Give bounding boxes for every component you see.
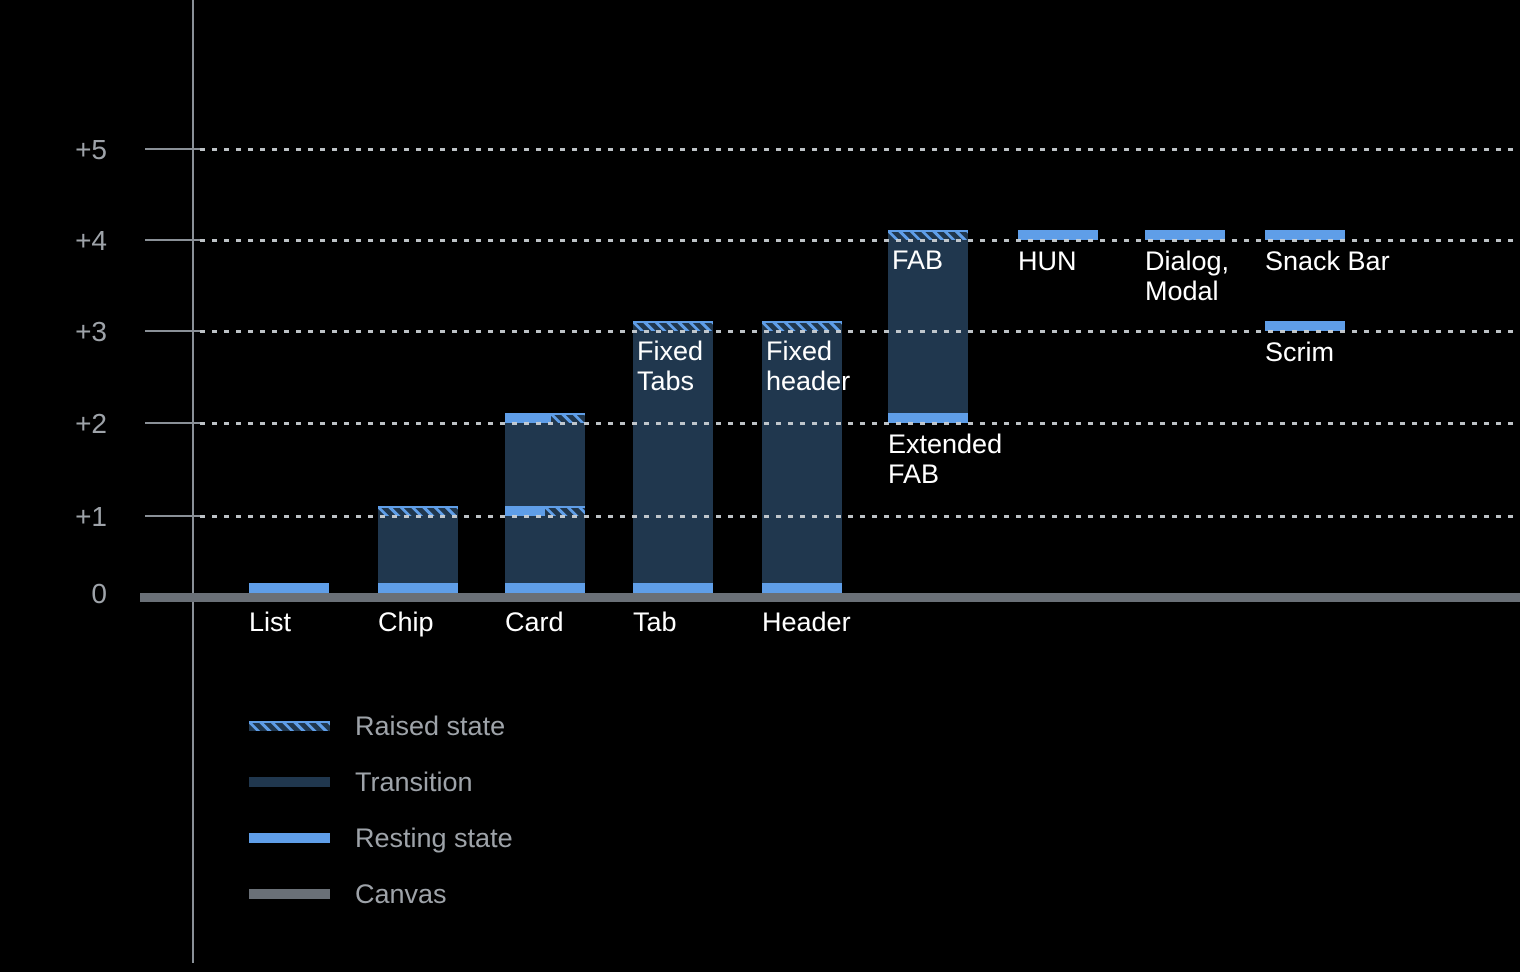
canvas-line: [140, 593, 1520, 602]
bar-list-resting-band: [249, 583, 329, 593]
y-tick-mark-1: [145, 515, 200, 517]
y-axis-line: [192, 0, 194, 963]
bar-inner-label-tab: Fixed Tabs: [637, 336, 704, 396]
y-tick-label-4: +4: [75, 225, 107, 256]
bar-tab-resting-band: [633, 583, 713, 593]
bar-tab-raised-band: [633, 321, 713, 331]
bar-chip-transition: [378, 516, 458, 583]
legend-swatch-canvas: [249, 889, 330, 899]
split-band-raised-part: [545, 506, 585, 516]
bar-float-label-scrim: Scrim: [1265, 337, 1334, 367]
gridline-level-5: [200, 148, 1520, 151]
y-tick-label-1: +1: [75, 501, 107, 532]
split-band-raised-part: [551, 413, 585, 423]
bar-float-label-dialog-modal: Dialog, Modal: [1145, 246, 1230, 306]
gridline-level-3: [200, 330, 1520, 333]
category-label-list: List: [249, 607, 292, 637]
legend-label-resting: Resting state: [355, 823, 513, 853]
gridline-level-2: [200, 422, 1520, 425]
legend-label-canvas: Canvas: [355, 879, 447, 909]
bar-fab-resting-band: [888, 413, 968, 423]
gridline-level-4: [200, 239, 1520, 242]
bar-card-split-band: [505, 506, 585, 516]
bar-fab-transition: [888, 240, 968, 413]
bar-snack-bar-resting-band: [1265, 230, 1345, 240]
bar-card-resting-band: [505, 583, 585, 593]
y-tick-mark-3: [145, 330, 200, 332]
bar-dialog-modal-resting-band: [1145, 230, 1225, 240]
legend-swatch-resting: [249, 833, 330, 843]
bar-header-raised-band: [762, 321, 842, 331]
bar-header-resting-band: [762, 583, 842, 593]
y-tick-mark-5: [145, 148, 200, 150]
category-label-card: Card: [505, 607, 564, 637]
bar-tab-transition: [633, 331, 713, 583]
category-label-header: Header: [762, 607, 851, 637]
bar-float-label-snack-bar: Snack Bar: [1265, 246, 1390, 276]
bar-card-split-band: [505, 413, 585, 423]
bar-chip-resting-band: [378, 583, 458, 593]
legend-label-transition: Transition: [355, 767, 473, 797]
category-label-chip: Chip: [378, 607, 434, 637]
split-band-resting-part: [505, 506, 545, 516]
bar-inner-label-fab: FAB: [892, 245, 944, 275]
y-tick-label-0: 0: [91, 578, 107, 609]
legend-label-raised: Raised state: [355, 711, 506, 741]
y-tick-mark-4: [145, 239, 200, 241]
bar-inner-label-header: Fixed header: [766, 336, 851, 396]
bar-float-label-fab: Extended FAB: [888, 429, 1003, 489]
bar-scrim-resting-band: [1265, 321, 1345, 331]
y-tick-label-5: +5: [75, 134, 107, 165]
y-tick-mark-2: [145, 422, 200, 424]
bar-fab-raised-band: [888, 230, 968, 240]
split-band-resting-part: [505, 413, 551, 423]
bar-card-transition: [505, 423, 585, 583]
category-label-tab: Tab: [633, 607, 677, 637]
y-tick-label-2: +2: [75, 408, 107, 439]
bar-hun-resting-band: [1018, 230, 1098, 240]
y-tick-label-3: +3: [75, 316, 107, 347]
legend-swatch-raised: [249, 721, 330, 731]
bar-chip-raised-band: [378, 506, 458, 516]
bar-float-label-hun: HUN: [1018, 246, 1077, 276]
gridline-level-1: [200, 515, 1520, 518]
legend-swatch-transition: [249, 777, 330, 787]
bar-header-transition: [762, 331, 842, 583]
